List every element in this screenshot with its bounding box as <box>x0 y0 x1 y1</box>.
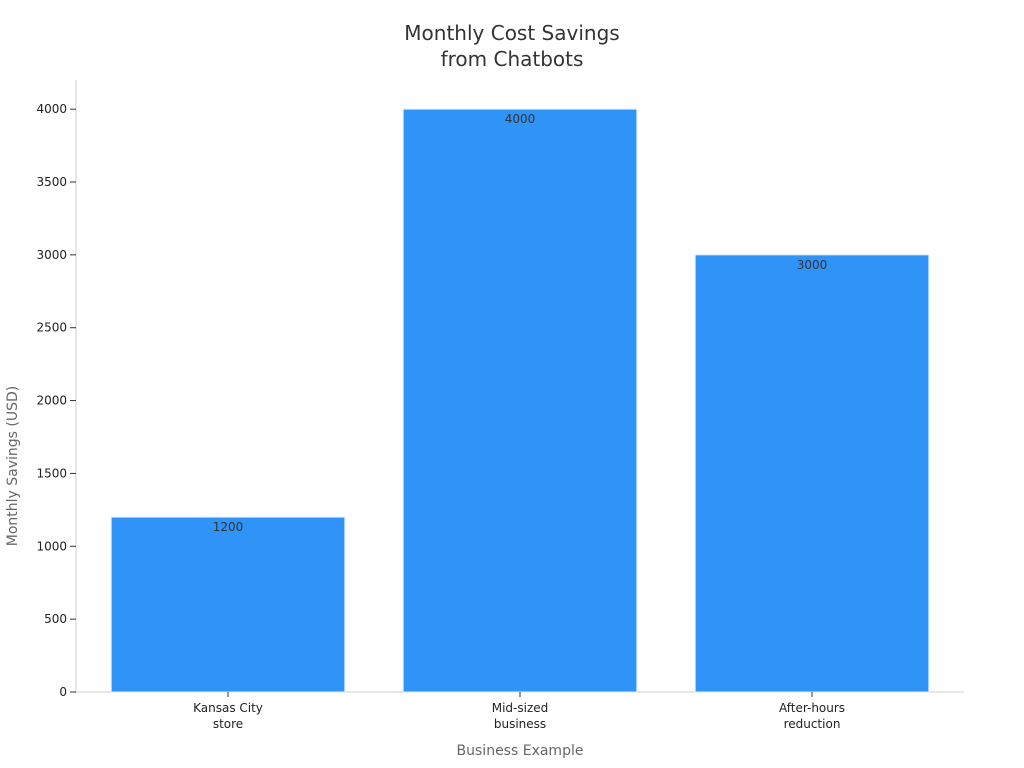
y-tick-label: 500 <box>44 612 67 626</box>
x-axis-ticks: Kansas City store Mid-sized business After-h… <box>193 692 845 731</box>
x-tick-label: Mid-sized <box>492 701 549 715</box>
x-axis-title: Business Example <box>457 743 584 759</box>
y-tick-label: 1000 <box>36 539 67 553</box>
bar-value-label: 3000 <box>797 258 828 272</box>
chart-title-line: from Chatbots <box>441 47 584 71</box>
bar-value-label: 1200 <box>213 520 244 534</box>
x-tick-label: reduction <box>784 717 841 731</box>
bar <box>694 254 930 693</box>
x-tick-label: store <box>213 717 243 731</box>
y-axis-title: Monthly Savings (USD) <box>5 386 21 547</box>
y-axis-ticks: 0 500 1000 1500 2000 2500 3000 3500 4000 <box>36 102 76 699</box>
x-tick-label: Kansas City <box>193 701 263 715</box>
bar-value-label: 4000 <box>505 112 536 126</box>
bars <box>110 108 930 693</box>
x-tick-label: business <box>494 717 546 731</box>
y-tick-label: 3500 <box>36 175 67 189</box>
y-tick-label: 2000 <box>36 394 67 408</box>
bar <box>110 516 346 693</box>
y-tick-label: 0 <box>59 685 67 699</box>
bar <box>402 108 638 693</box>
y-tick-label: 1500 <box>36 466 67 480</box>
x-tick-label: After-hours <box>779 701 845 715</box>
y-tick-label: 4000 <box>36 102 67 116</box>
y-tick-label: 2500 <box>36 321 67 335</box>
y-tick-label: 3000 <box>36 248 67 262</box>
chart-title-line: Monthly Cost Savings <box>404 21 619 45</box>
bar-value-labels: 1200 4000 3000 <box>213 112 828 534</box>
